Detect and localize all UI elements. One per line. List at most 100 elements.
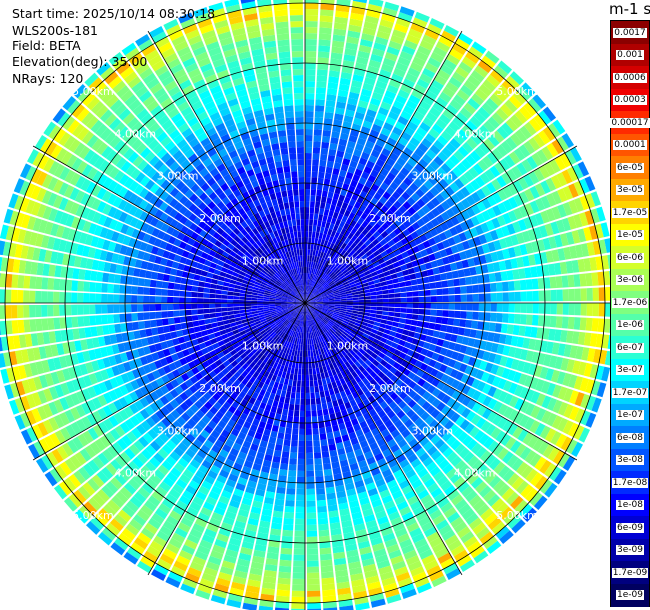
range-gate-cell	[345, 290, 352, 294]
range-gate-cell	[380, 527, 394, 537]
range-gate-cell	[597, 271, 605, 286]
range-gate-cell	[305, 0, 319, 4]
range-gate-cell	[519, 106, 533, 121]
range-gate-cell	[306, 285, 309, 292]
range-gate-cell	[393, 162, 403, 172]
range-gate-cell	[355, 333, 363, 339]
range-gate-cell	[338, 83, 350, 92]
range-gate-cell	[470, 215, 480, 227]
range-gate-cell	[324, 345, 330, 353]
range-gate-cell	[359, 393, 368, 402]
range-gate-cell	[319, 321, 324, 328]
range-gate-cell	[477, 106, 491, 120]
range-gate-cell	[419, 184, 430, 194]
range-gate-cell	[447, 237, 456, 247]
range-gate-cell	[324, 389, 330, 397]
range-gate-cell	[445, 197, 456, 208]
range-gate-cell	[452, 166, 463, 178]
range-gate-cell	[334, 306, 341, 309]
range-gate-cell	[288, 348, 293, 356]
range-gate-cell	[554, 356, 564, 370]
range-gate-cell	[390, 414, 400, 424]
range-gate-cell	[367, 436, 376, 446]
range-gate-cell	[531, 278, 539, 290]
range-gate-cell	[360, 243, 368, 251]
range-gate-cell	[537, 315, 545, 327]
range-gate-cell	[132, 321, 140, 331]
range-gate-cell	[461, 396, 472, 407]
range-gate-cell	[446, 397, 456, 408]
range-gate-cell	[354, 254, 361, 262]
range-gate-cell	[465, 154, 477, 166]
range-gate-cell	[474, 65, 489, 78]
range-gate-cell	[184, 572, 200, 584]
range-gate-cell	[211, 511, 224, 522]
range-gate-cell	[410, 413, 420, 423]
range-gate-cell	[364, 359, 372, 367]
range-gate-cell	[591, 318, 599, 332]
range-gate-cell	[580, 303, 587, 316]
range-gate-cell	[529, 453, 542, 468]
range-gate-cell	[373, 348, 381, 356]
range-gate-cell	[530, 391, 541, 404]
range-gate-cell	[312, 268, 316, 275]
range-gate-cell	[453, 476, 466, 489]
range-gate-cell	[429, 509, 443, 521]
range-gate-cell	[312, 159, 319, 166]
range-gate-cell	[312, 281, 316, 287]
range-gate-cell	[309, 306, 316, 310]
range-gate-cell	[369, 386, 377, 395]
range-gate-cell	[305, 105, 314, 112]
range-gate-cell	[306, 464, 314, 471]
range-gate-cell	[306, 291, 309, 298]
range-gate-cell	[573, 214, 583, 229]
range-gate-cell	[332, 125, 342, 133]
range-gate-cell	[331, 534, 343, 542]
range-gate-cell	[214, 583, 229, 593]
range-gate-cell	[375, 158, 385, 168]
range-gate-cell	[320, 311, 327, 315]
range-gate-cell	[530, 405, 541, 419]
range-gate-cell	[0, 305, 6, 319]
range-gate-cell	[328, 296, 335, 300]
range-gate-cell	[470, 414, 482, 426]
range-gate-cell	[428, 253, 436, 262]
range-gate-cell	[548, 355, 558, 368]
range-gate-cell	[359, 38, 373, 48]
range-gate-cell	[336, 329, 343, 335]
range-gate-cell	[357, 415, 365, 424]
range-gate-cell	[318, 270, 323, 277]
range-gate-cell	[241, 497, 253, 506]
range-gate-cell	[513, 280, 521, 291]
range-gate-cell	[223, 484, 235, 494]
range-gate-cell	[375, 314, 383, 319]
range-gate-cell	[483, 437, 495, 449]
range-gate-cell	[400, 414, 410, 424]
range-gate-cell	[203, 293, 210, 298]
range-gate-cell	[386, 543, 400, 554]
range-gate-cell	[487, 440, 500, 453]
range-gate-cell	[390, 34, 405, 45]
range-gate-cell	[257, 407, 265, 416]
range-gate-cell	[279, 420, 287, 428]
range-gate-cell	[251, 294, 258, 298]
range-gate-cell	[298, 338, 302, 345]
range-gate-cell	[393, 176, 403, 186]
range-gate-cell	[475, 463, 488, 476]
range-gate-cell	[547, 447, 560, 462]
range-gate-cell	[487, 332, 495, 342]
range-gate-cell	[512, 426, 524, 439]
range-gate-cell	[390, 342, 399, 349]
range-gate-cell	[410, 115, 422, 127]
range-gate-cell	[478, 293, 485, 302]
range-gate-cell	[272, 355, 278, 362]
range-gate-cell	[452, 234, 462, 244]
range-gate-cell	[293, 548, 305, 555]
range-gate-cell	[355, 247, 363, 255]
range-gate-cell	[438, 459, 450, 470]
range-gate-cell	[551, 206, 562, 220]
range-gate-cell	[412, 56, 426, 67]
range-gate-cell	[347, 239, 354, 247]
range-gate-cell	[460, 84, 474, 97]
range-gate-cell	[227, 433, 237, 442]
